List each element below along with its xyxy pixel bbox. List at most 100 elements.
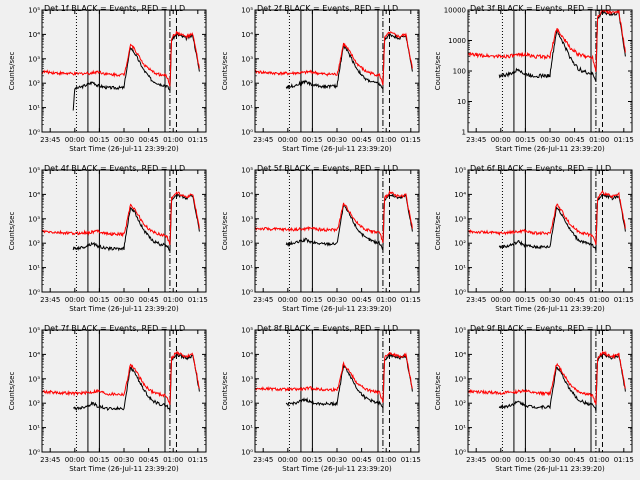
y-tick-label: 10000 — [444, 7, 466, 15]
x-axis-label: Start Time (26-Jul-11 23:39:20) — [69, 305, 179, 313]
y-tick-label: 10¹ — [241, 264, 253, 272]
x-tick-label: 00:15 — [515, 136, 535, 144]
y-tick-label: 10⁵ — [28, 327, 40, 335]
y-tick-label: 10³ — [28, 55, 40, 63]
x-tick-label: 00:00 — [491, 296, 511, 304]
series-lld-line — [42, 190, 200, 246]
x-tick-label: 01:00 — [163, 296, 183, 304]
x-tick-label: 00:30 — [114, 136, 134, 144]
plot-frame — [41, 9, 207, 133]
x-tick-label: 23:45 — [466, 136, 486, 144]
x-tick-label: 23:45 — [253, 296, 273, 304]
x-tick-label: 23:45 — [466, 456, 486, 464]
x-tick-label: 01:15 — [401, 456, 421, 464]
chart-title: Det 6f BLACK = Events, RED = LLD — [470, 164, 611, 173]
x-tick-label: 00:45 — [352, 136, 372, 144]
x-tick-label: 00:00 — [65, 136, 85, 144]
x-tick-label: 01:15 — [614, 456, 634, 464]
chart-title: Det 2f BLACK = Events, RED = LLD — [257, 4, 398, 13]
x-tick-label: 00:30 — [114, 296, 134, 304]
x-tick-label: 00:30 — [540, 456, 560, 464]
y-tick-label: 10⁴ — [28, 191, 40, 199]
y-tick-label: 10⁴ — [28, 31, 40, 39]
y-tick-label: 10⁰ — [241, 448, 253, 456]
y-tick-label: 10¹ — [28, 264, 40, 272]
series-lld-line — [468, 189, 626, 245]
y-tick-label: 100 — [453, 68, 466, 76]
y-tick-label: 10⁴ — [241, 351, 253, 359]
x-tick-label: 01:00 — [589, 296, 609, 304]
series-events-line — [72, 193, 200, 252]
x-tick-label: 01:00 — [163, 456, 183, 464]
y-tick-label: 10⁴ — [28, 351, 40, 359]
y-tick-label: 10⁴ — [454, 191, 466, 199]
series-lld-line — [255, 31, 413, 86]
x-axis-label: Start Time (26-Jul-11 23:39:20) — [495, 145, 605, 153]
x-axis-label: Start Time (26-Jul-11 23:39:20) — [495, 305, 605, 313]
x-axis-label: Start Time (26-Jul-11 23:39:20) — [282, 305, 392, 313]
x-tick-label: 00:30 — [327, 296, 347, 304]
y-tick-label: 10³ — [28, 375, 40, 383]
y-tick-label: 10³ — [241, 55, 253, 63]
y-tick-label: 10⁴ — [241, 31, 253, 39]
chart-panel-7: Det 7f BLACK = Events, RED = LLD 10⁰ 10¹ 10… — [8, 324, 208, 473]
series-events-line — [498, 10, 626, 82]
y-tick-label: 10⁵ — [454, 167, 466, 175]
y-tick-label: 10² — [454, 400, 466, 408]
y-tick-label: 10² — [28, 80, 40, 88]
x-tick-label: 01:00 — [376, 136, 396, 144]
x-axis-label: Start Time (26-Jul-11 23:39:20) — [69, 145, 179, 153]
y-tick-label: 10⁴ — [241, 191, 253, 199]
x-tick-label: 01:00 — [589, 136, 609, 144]
x-tick-label: 00:45 — [565, 136, 585, 144]
y-tick-label: 10² — [241, 80, 253, 88]
x-tick-label: 00:45 — [352, 456, 372, 464]
x-tick-label: 23:45 — [40, 456, 60, 464]
series-lld-line — [42, 350, 200, 405]
y-tick-label: 10⁴ — [454, 351, 466, 359]
series-events-line — [285, 192, 413, 251]
y-tick-label: 10¹ — [454, 264, 466, 272]
x-tick-label: 00:45 — [565, 456, 585, 464]
y-tick-label: 10² — [28, 400, 40, 408]
chart-title: Det 1f BLACK = Events, RED = LLD — [44, 4, 185, 13]
chart-title: Det 5f BLACK = Events, RED = LLD — [257, 164, 398, 173]
x-tick-label: 23:45 — [253, 456, 273, 464]
y-tick-label: 10¹ — [241, 424, 253, 432]
y-tick-label: 10³ — [241, 375, 253, 383]
x-tick-label: 00:00 — [278, 296, 298, 304]
y-axis-label: Counts/sec — [221, 52, 229, 91]
y-axis-label: Counts/sec — [8, 372, 16, 411]
x-tick-label: 01:15 — [188, 296, 208, 304]
x-tick-label: 01:15 — [614, 296, 634, 304]
y-axis-label: Counts/sec — [8, 52, 16, 91]
chart-panel-2: Det 2f BLACK = Events, RED = LLD 10⁰ 10¹ 10… — [221, 4, 421, 153]
chart-panel-3: Det 3f BLACK = Events, RED = LLD 1 10 100 10… — [434, 4, 634, 153]
x-tick-label: 01:00 — [163, 136, 183, 144]
x-tick-label: 00:15 — [302, 296, 322, 304]
y-axis-label: Counts/sec — [434, 212, 442, 251]
x-tick-label: 01:15 — [188, 456, 208, 464]
y-tick-label: 10² — [241, 240, 253, 248]
y-tick-label: 1000 — [448, 37, 466, 45]
x-axis-label: Start Time (26-Jul-11 23:39:20) — [495, 465, 605, 473]
y-tick-label: 10⁵ — [454, 327, 466, 335]
x-tick-label: 00:15 — [89, 456, 109, 464]
y-tick-label: 10³ — [454, 375, 466, 383]
x-tick-label: 00:00 — [491, 136, 511, 144]
series-lld-line — [42, 30, 200, 87]
x-tick-label: 23:45 — [40, 296, 60, 304]
y-tick-label: 10³ — [28, 215, 40, 223]
y-tick-label: 10⁵ — [28, 7, 40, 15]
y-tick-label: 10³ — [241, 215, 253, 223]
x-axis-label: Start Time (26-Jul-11 23:39:20) — [69, 465, 179, 473]
x-tick-label: 01:00 — [376, 296, 396, 304]
x-tick-label: 00:15 — [515, 456, 535, 464]
chart-panel-8: Det 8f BLACK = Events, RED = LLD 10⁰ 10¹ 10… — [221, 324, 421, 473]
x-tick-label: 23:45 — [253, 136, 273, 144]
x-tick-label: 00:15 — [89, 296, 109, 304]
series-events-line — [498, 353, 626, 411]
chart-panel-1: Det 1f BLACK = Events, RED = LLD 10⁰ 10¹ 10… — [8, 4, 208, 153]
y-tick-label: 10⁰ — [454, 448, 466, 456]
